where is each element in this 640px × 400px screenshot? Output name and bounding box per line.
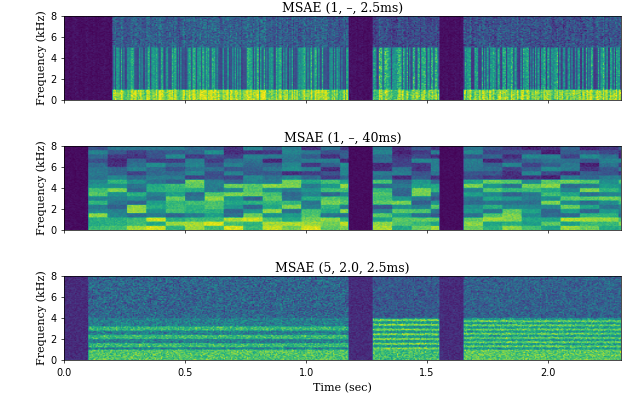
Y-axis label: Frequency (kHz): Frequency (kHz) <box>36 10 47 105</box>
Title: MSAE (5, 2.0, 2.5ms): MSAE (5, 2.0, 2.5ms) <box>275 262 410 275</box>
Y-axis label: Frequency (kHz): Frequency (kHz) <box>36 141 47 235</box>
Title: MSAE (1, –, 40ms): MSAE (1, –, 40ms) <box>284 132 401 145</box>
X-axis label: Time (sec): Time (sec) <box>313 383 372 394</box>
Title: MSAE (1, –, 2.5ms): MSAE (1, –, 2.5ms) <box>282 2 403 15</box>
Y-axis label: Frequency (kHz): Frequency (kHz) <box>36 271 47 366</box>
